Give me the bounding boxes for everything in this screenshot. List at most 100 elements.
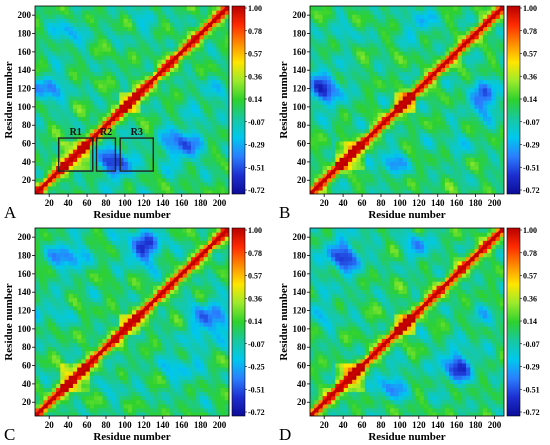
heatmap-cell: [347, 112, 353, 117]
heatmap-cell: [72, 38, 78, 44]
heatmap-cell: [144, 67, 150, 72]
heatmap-cell: [123, 42, 129, 48]
heatmap-cell: [474, 63, 480, 68]
heatmap-cell: [140, 18, 146, 23]
heatmap-cell: [457, 91, 463, 97]
heatmap-cell: [169, 87, 175, 93]
heatmap-cell: [43, 248, 49, 254]
heatmap-cell: [174, 173, 179, 179]
heatmap-cell: [186, 177, 192, 183]
heatmap-cell: [369, 108, 374, 113]
heatmap-cell: [60, 100, 66, 105]
heatmap-cell: [224, 144, 229, 150]
heatmap-cell: [436, 120, 442, 126]
heatmap-cell: [77, 50, 82, 56]
heatmap-cell: [102, 116, 108, 122]
heatmap-cell: [390, 104, 395, 109]
heatmap-cell: [335, 104, 341, 109]
heatmap-cell: [85, 285, 91, 290]
heatmap-cell: [411, 112, 417, 117]
heatmap-cell: [102, 59, 108, 64]
heatmap-cell: [339, 59, 345, 64]
heatmap-cell: [43, 395, 49, 401]
heatmap-cell: [51, 144, 57, 150]
heatmap-cell: [499, 169, 504, 175]
heatmap-cell: [216, 71, 222, 77]
heatmap-cell: [169, 116, 175, 122]
heatmap-cell: [81, 350, 87, 356]
heatmap-cell: [369, 140, 374, 146]
heatmap-cell: [169, 38, 175, 44]
heatmap-cell: [499, 26, 504, 32]
heatmap-cell: [335, 173, 341, 179]
heatmap-cell: [466, 149, 471, 154]
heatmap-cell: [43, 256, 49, 262]
heatmap-cell: [356, 75, 362, 81]
heatmap-cell: [64, 399, 70, 405]
heatmap-cell: [110, 140, 116, 146]
heatmap-cell: [360, 50, 366, 56]
heatmap-cell: [440, 59, 446, 64]
heatmap-cell: [310, 120, 315, 126]
heatmap-cell: [415, 189, 421, 194]
heatmap-cell: [199, 63, 205, 68]
heatmap-cell: [102, 165, 108, 171]
heatmap-cell: [449, 30, 454, 36]
heatmap-cell: [136, 144, 142, 150]
heatmap-cell: [466, 173, 471, 179]
heatmap-cell: [444, 14, 450, 19]
heatmap-cell: [182, 63, 188, 68]
heatmap-cell: [72, 157, 78, 162]
heatmap-cell: [81, 63, 87, 68]
heatmap-cell: [165, 14, 171, 19]
heatmap-cell: [310, 46, 315, 52]
heatmap-cell: [51, 169, 57, 175]
heatmap-cell: [191, 185, 196, 191]
heatmap-cell: [444, 161, 450, 166]
heatmap-cell: [81, 297, 87, 303]
heatmap-cell: [322, 14, 328, 19]
heatmap-cell: [398, 50, 404, 56]
heatmap-cell: [356, 30, 362, 36]
heatmap-cell: [89, 18, 95, 23]
heatmap-cell: [381, 116, 387, 122]
heatmap-cell: [85, 305, 91, 311]
heatmap-cell: [115, 75, 120, 81]
heatmap-cell: [174, 46, 179, 52]
heatmap-cell: [347, 91, 353, 97]
heatmap-cell: [428, 181, 433, 187]
heatmap-cell: [461, 63, 467, 68]
heatmap-cell: [428, 14, 433, 19]
heatmap-cell: [47, 22, 53, 28]
heatmap-cell: [35, 277, 40, 282]
heatmap-cell: [64, 387, 70, 393]
heatmap-cell: [491, 112, 497, 117]
heatmap-cell: [51, 83, 57, 89]
heatmap-cell: [352, 38, 357, 44]
heatmap-cell: [115, 95, 120, 101]
heatmap-cell: [60, 322, 66, 327]
heatmap-cell: [123, 124, 129, 130]
heatmap-cell: [35, 244, 40, 250]
heatmap-cell: [85, 383, 91, 388]
heatmap-cell: [186, 161, 192, 166]
heatmap-cell: [499, 104, 504, 109]
heatmap-cell: [352, 153, 357, 158]
heatmap-cell: [60, 136, 66, 142]
heatmap-cell: [423, 108, 429, 113]
heatmap-cell: [331, 83, 336, 89]
heatmap-cell: [390, 140, 395, 146]
heatmap-cell: [148, 157, 154, 162]
heatmap-cell: [89, 75, 95, 81]
heatmap-cell: [407, 63, 412, 68]
heatmap-cell: [453, 83, 459, 89]
heatmap-cell: [94, 112, 99, 117]
heatmap-cell: [453, 18, 459, 23]
heatmap-cell: [457, 140, 463, 146]
heatmap-cell: [207, 132, 213, 138]
heatmap-cell: [51, 6, 57, 11]
heatmap-cell: [314, 149, 320, 154]
heatmap-cell: [72, 10, 78, 15]
heatmap-cell: [191, 18, 196, 23]
heatmap-cell: [140, 173, 146, 179]
